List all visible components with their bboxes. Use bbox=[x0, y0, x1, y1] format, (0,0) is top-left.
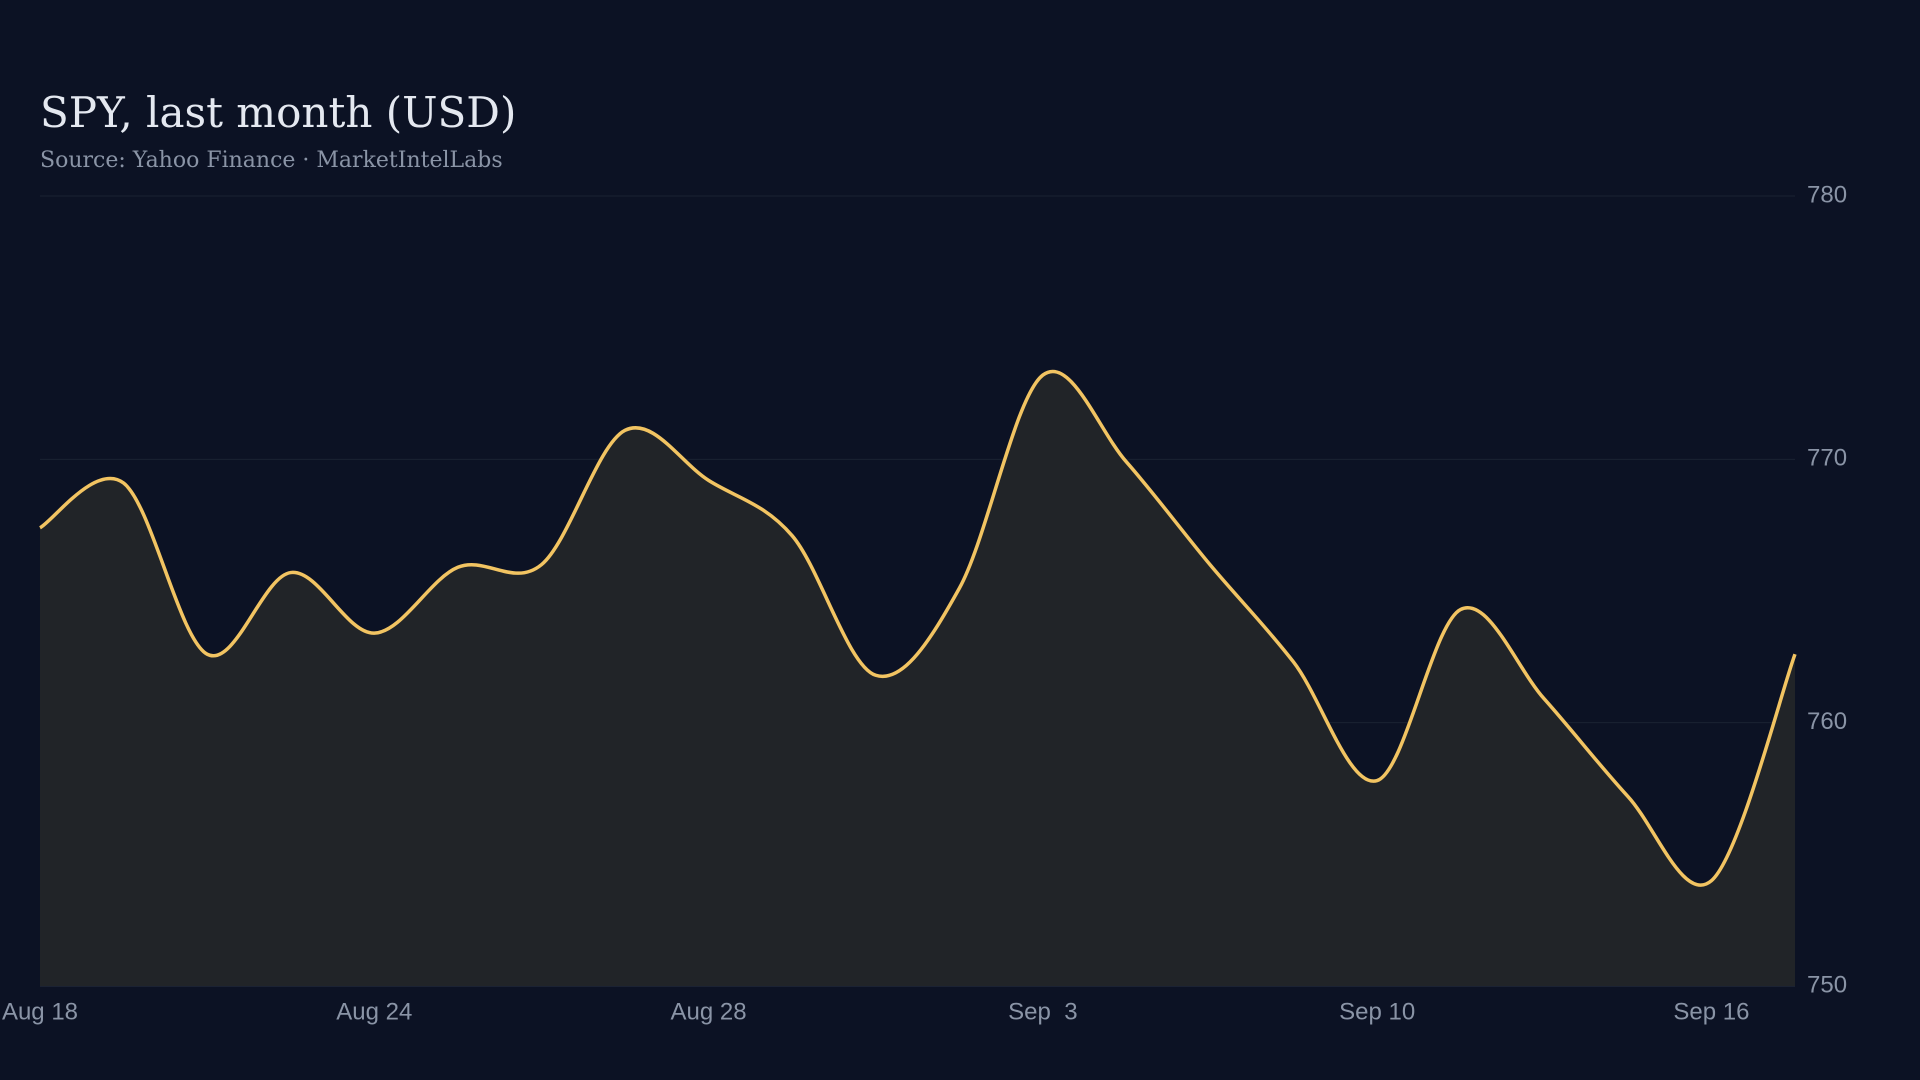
x-tick-label: Aug 24 bbox=[336, 998, 412, 1025]
y-tick-label: 750 bbox=[1807, 971, 1847, 998]
y-tick-label: 780 bbox=[1807, 181, 1847, 208]
y-tick-label: 760 bbox=[1807, 708, 1847, 735]
x-tick-label: Aug 28 bbox=[671, 998, 747, 1025]
y-tick-label: 770 bbox=[1807, 445, 1847, 472]
x-tick-label: Sep 16 bbox=[1673, 998, 1749, 1025]
chart-title: SPY, last month (USD) bbox=[40, 88, 516, 137]
x-tick-label: Aug 18 bbox=[2, 998, 78, 1025]
x-tick-label: Sep 10 bbox=[1339, 998, 1415, 1025]
x-tick-label: Sep 3 bbox=[1008, 998, 1077, 1025]
area-fill bbox=[40, 371, 1795, 986]
line bbox=[39, 369, 1797, 887]
chart-subtitle: Source: Yahoo Finance · MarketIntelLabs bbox=[40, 148, 503, 173]
